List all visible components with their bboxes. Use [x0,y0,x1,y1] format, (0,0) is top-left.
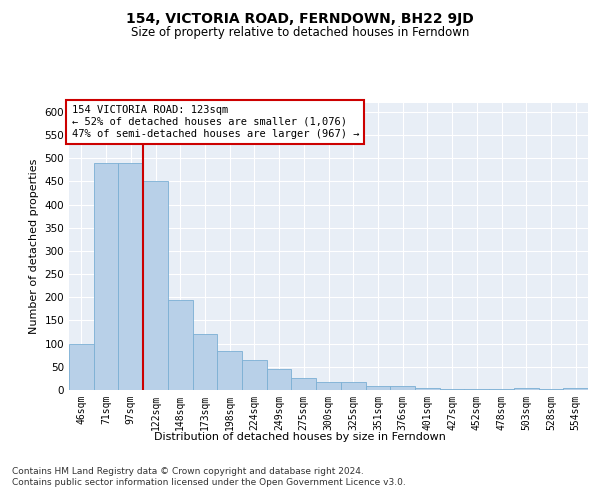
Bar [94,163,118,390]
Bar [267,369,292,390]
Text: 154 VICTORIA ROAD: 123sqm
← 52% of detached houses are smaller (1,076)
47% of se: 154 VICTORIA ROAD: 123sqm ← 52% of detac… [71,106,359,138]
Bar [118,163,143,390]
Bar [341,382,365,390]
Bar [143,182,168,390]
Bar [292,378,316,390]
Bar [563,388,588,390]
Text: Contains HM Land Registry data © Crown copyright and database right 2024.
Contai: Contains HM Land Registry data © Crown c… [12,468,406,487]
Bar [217,350,242,390]
Bar [489,388,514,390]
Bar [168,300,193,390]
Bar [193,334,217,390]
Text: Distribution of detached houses by size in Ferndown: Distribution of detached houses by size … [154,432,446,442]
Bar [69,344,94,390]
Bar [390,386,415,390]
Y-axis label: Number of detached properties: Number of detached properties [29,158,39,334]
Bar [539,388,563,390]
Bar [440,388,464,390]
Bar [464,388,489,390]
Text: 154, VICTORIA ROAD, FERNDOWN, BH22 9JD: 154, VICTORIA ROAD, FERNDOWN, BH22 9JD [126,12,474,26]
Bar [365,386,390,390]
Text: Size of property relative to detached houses in Ferndown: Size of property relative to detached ho… [131,26,469,39]
Bar [316,382,341,390]
Bar [242,360,267,390]
Bar [415,388,440,390]
Bar [514,388,539,390]
